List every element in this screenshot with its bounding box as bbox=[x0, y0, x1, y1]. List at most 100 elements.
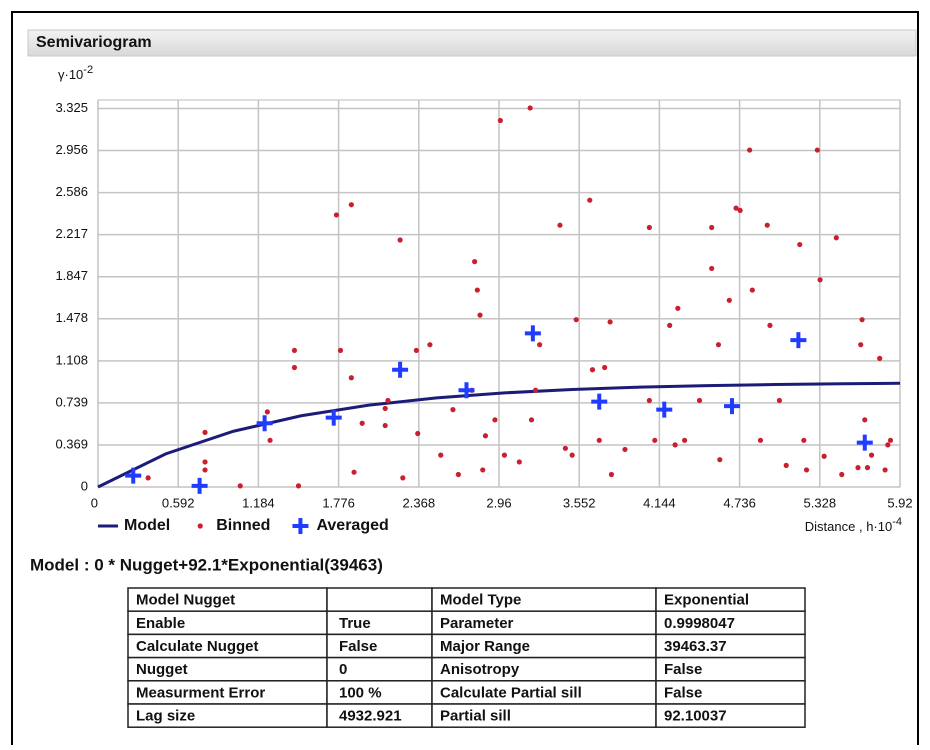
table-text: 39463.37 bbox=[664, 638, 727, 655]
binned-point bbox=[145, 475, 151, 481]
table-text: False bbox=[664, 661, 702, 678]
binned-point bbox=[803, 467, 810, 473]
binned-point bbox=[516, 459, 522, 465]
binned-point bbox=[607, 319, 613, 325]
table-text: Calculate Nugget bbox=[136, 638, 259, 655]
binned-point bbox=[646, 397, 652, 404]
binned-point bbox=[450, 407, 456, 413]
table-text: Anisotropy bbox=[440, 661, 520, 678]
y-tick-label: 0.369 bbox=[55, 436, 88, 451]
x-tick-label: 1.184 bbox=[242, 495, 275, 510]
binned-point bbox=[573, 317, 579, 323]
x-tick-label: 2.96 bbox=[486, 495, 511, 510]
binned-point bbox=[527, 105, 533, 111]
binned-point bbox=[348, 202, 354, 208]
binned-point bbox=[864, 465, 871, 471]
x-axis-label: Distance , h·10-4 bbox=[805, 516, 902, 535]
binned-point bbox=[622, 446, 628, 453]
x-label-power: -4 bbox=[892, 516, 902, 528]
binned-point bbox=[833, 235, 839, 241]
table-text: 92.10037 bbox=[664, 708, 727, 725]
binned-point bbox=[537, 342, 543, 348]
y-tick-label: 1.847 bbox=[55, 268, 88, 283]
binned-point bbox=[474, 287, 480, 293]
table-text: Model Nugget bbox=[136, 592, 235, 609]
frame bbox=[11, 11, 919, 750]
averaged-point bbox=[856, 434, 873, 451]
binned-point bbox=[776, 397, 783, 404]
binned-point bbox=[569, 452, 575, 458]
table-cell bbox=[326, 587, 433, 612]
binned-point bbox=[709, 224, 715, 231]
binned-point bbox=[455, 471, 461, 478]
binned-point bbox=[737, 207, 743, 214]
binned-point bbox=[202, 429, 208, 435]
binned-point bbox=[767, 322, 773, 328]
binned-point bbox=[351, 469, 357, 475]
binned-point bbox=[757, 437, 764, 443]
binned-point bbox=[348, 375, 354, 381]
table-text: 0 bbox=[339, 661, 347, 678]
legend-swatch bbox=[292, 518, 309, 534]
binned-point bbox=[675, 305, 681, 311]
table-text: True bbox=[339, 615, 371, 632]
table-text: 100 % bbox=[339, 684, 382, 701]
binned-point bbox=[400, 475, 406, 481]
binned-point bbox=[589, 367, 596, 373]
table-text: False bbox=[664, 684, 702, 701]
averaged-point bbox=[125, 467, 142, 484]
y-tick-label: 0.739 bbox=[55, 394, 88, 409]
table-text: Partial sill bbox=[440, 708, 511, 725]
binned-point bbox=[887, 437, 894, 443]
binned-point bbox=[715, 342, 722, 348]
binned-point bbox=[557, 222, 563, 228]
binned-point bbox=[413, 347, 419, 354]
binned-point bbox=[814, 147, 820, 153]
binned-point bbox=[717, 457, 723, 463]
binned-point bbox=[646, 224, 652, 231]
binned-point bbox=[733, 205, 739, 211]
table-text: False bbox=[339, 638, 377, 655]
binned-point bbox=[480, 467, 486, 473]
table-text: Exponential bbox=[664, 592, 749, 609]
y-tick-label: 1.108 bbox=[55, 352, 88, 367]
binned-point bbox=[333, 212, 340, 218]
legend-label: Binned bbox=[216, 517, 270, 534]
averaged-point bbox=[790, 332, 807, 349]
table-cell bbox=[655, 703, 806, 728]
binned-point bbox=[696, 397, 703, 404]
binned-point bbox=[497, 117, 503, 124]
x-tick-label: 4.144 bbox=[643, 495, 676, 510]
table-text: Lag size bbox=[136, 708, 195, 725]
y-axis-label: γ·10-2 bbox=[58, 64, 93, 83]
binned-point bbox=[427, 342, 433, 348]
x-tick-label: 4.736 bbox=[723, 495, 756, 510]
x-tick-label: 0.592 bbox=[162, 495, 195, 510]
binned-point bbox=[337, 347, 344, 354]
averaged-point bbox=[325, 409, 342, 426]
binned-point bbox=[482, 433, 489, 439]
x-tick-label: 0 bbox=[91, 495, 98, 510]
binned-point bbox=[652, 437, 658, 443]
binned-point bbox=[501, 452, 508, 458]
binned-point bbox=[415, 430, 421, 437]
binned-point bbox=[801, 437, 807, 443]
y-tick-label: 2.217 bbox=[55, 226, 88, 241]
table-text: Enable bbox=[136, 615, 185, 632]
x-tick-label: 3.552 bbox=[563, 495, 596, 510]
y-tick-label: 1.478 bbox=[55, 310, 88, 325]
averaged-point bbox=[656, 401, 673, 418]
model-text: Model : 0 * Nugget+92.1*Exponential(3946… bbox=[30, 555, 383, 574]
binned-point bbox=[528, 417, 535, 423]
x-label-base: Distance , h·10 bbox=[805, 519, 892, 534]
binned-point bbox=[882, 467, 888, 473]
binned-point bbox=[749, 287, 755, 293]
binned-point bbox=[267, 437, 273, 443]
averaged-point bbox=[256, 415, 273, 432]
x-tick-label: 2.368 bbox=[403, 495, 436, 510]
binned-point bbox=[821, 453, 827, 459]
binned-point bbox=[672, 442, 678, 448]
binned-point bbox=[382, 405, 388, 412]
